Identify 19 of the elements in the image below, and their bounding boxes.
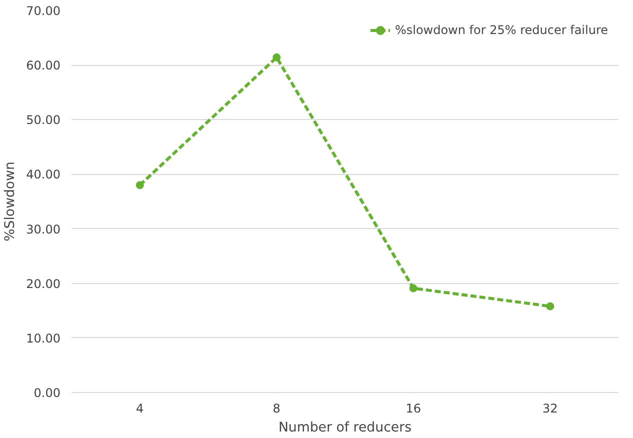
x-axis-title: Number of reducers [278,420,412,436]
legend-label: %slowdown for 25% reducer failure [394,23,608,37]
point [272,53,281,62]
y-tick-label: 60.00 [26,58,61,73]
point [546,302,554,310]
y-tick-label: 0.00 [34,386,60,400]
x-tick-label: 8 [272,402,280,416]
y-tick-label: 40.00 [26,168,61,182]
y-tick-label: 70.00 [26,4,61,18]
x-tick-label: 4 [136,402,144,416]
point [409,284,418,292]
y-tick-label: 30.00 [26,222,61,236]
y-tick-label: 20.00 [26,276,61,291]
y-axis-title: %Slowdown [3,162,18,242]
y-tick-label: 10.00 [26,331,61,346]
x-tick-label: 16 [406,402,422,416]
y-tick-label: 50.00 [26,113,61,128]
point [136,181,144,190]
x-tick-label: 32 [542,402,558,416]
